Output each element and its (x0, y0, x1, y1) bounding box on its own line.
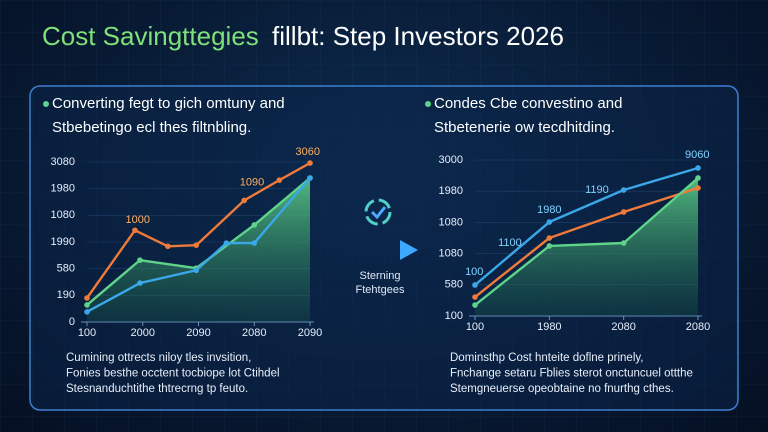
point (307, 160, 313, 166)
x-tick-label: 2090 (298, 327, 322, 339)
chart-caption: Cumining ottrects niloy tles invsition, (66, 352, 251, 364)
y-tick-label: 100 (445, 310, 463, 322)
point (251, 240, 258, 246)
point (193, 267, 200, 274)
center-label: Ftehtgees (356, 284, 405, 296)
y-tick-label: 3000 (439, 154, 463, 166)
point (241, 197, 248, 204)
y-tick-label: 1080 (439, 216, 463, 228)
point (620, 240, 627, 246)
annotation: 1000 (125, 214, 149, 226)
chart-caption: Fnchange setaru Fblies sterot onctuncuel… (450, 368, 693, 380)
x-tick-label: 1980 (537, 321, 561, 333)
point (695, 185, 701, 191)
chart-caption: Dominsthp Cost hnteite doflne prinely, (450, 352, 643, 364)
point (307, 175, 313, 181)
chart-title: Stbebetingo ecl thes filtnbling. (52, 119, 251, 136)
point (546, 235, 553, 241)
annotation: 9060 (685, 149, 709, 161)
point (84, 295, 90, 301)
point (223, 240, 230, 246)
y-tick-label: 1980 (439, 185, 463, 197)
x-tick-label: 2080 (611, 321, 635, 333)
chart-title: Condes Cbe convestino and (434, 95, 622, 112)
x-tick-label: 2080 (242, 327, 266, 339)
point (695, 165, 701, 171)
y-tick-label: 190 (57, 289, 75, 301)
center-icon (342, 198, 418, 260)
line (86, 177, 311, 313)
y-tick-label: 580 (57, 263, 75, 275)
y-tick-label: 580 (445, 279, 463, 291)
y-tick-label: 1080 (51, 209, 75, 221)
y-tick-label: 1990 (51, 236, 75, 248)
x-tick-label: 2000 (131, 327, 155, 339)
point (620, 187, 627, 193)
point (276, 177, 283, 183)
chart-caption: Fonies besthe occtent tocbiope lot Ctihd… (66, 368, 280, 380)
chart-title: Converting fegt to gich omtuny and (52, 95, 285, 112)
point (137, 280, 143, 286)
center-label: Sterning (360, 270, 401, 282)
chart-caption: Stemgneuerse opeobtaine no fnurthg cthes… (450, 383, 674, 395)
point (695, 175, 701, 181)
line (474, 186, 699, 298)
page-title: Cost Savingttegies fillbt: Step Investor… (42, 21, 564, 51)
title-highlight: Cost Savingttegies (42, 21, 259, 51)
point (620, 209, 627, 215)
annotation: 1090 (240, 177, 264, 189)
point (472, 302, 478, 308)
point (132, 227, 138, 234)
point (251, 222, 258, 228)
point (193, 242, 200, 248)
bullet (43, 101, 49, 107)
y-tick-label: 1080 (439, 248, 463, 260)
y-tick-label: 3080 (51, 156, 75, 168)
line (474, 177, 699, 306)
line (474, 166, 699, 286)
area (475, 177, 698, 316)
x-tick-label: 100 (466, 321, 484, 333)
point (472, 294, 478, 300)
area (87, 178, 310, 322)
annotation: 1100 (498, 237, 522, 249)
point (546, 219, 553, 225)
x-tick-label: 100 (78, 327, 96, 339)
annotation: 1980 (537, 204, 561, 216)
x-tick-label: 2080 (686, 321, 710, 333)
chart-caption: Stesnanduchtithe thtrecrng tp feuto. (66, 383, 248, 395)
annotation: 1190 (585, 184, 609, 196)
x-tick-label: 2090 (186, 327, 210, 339)
chart-title: Stbetenerie ow tecdhitding. (434, 119, 615, 136)
point (472, 282, 478, 288)
annotation: 3060 (296, 146, 320, 158)
point (546, 243, 553, 249)
title-rest: fillbt: Step Investors 2026 (272, 21, 564, 51)
point (137, 257, 143, 263)
annotation: 100 (465, 266, 483, 278)
bullet (425, 101, 431, 107)
point (84, 302, 90, 308)
y-tick-label: 1980 (51, 183, 75, 195)
y-tick-label: 0 (69, 316, 75, 328)
point (165, 243, 171, 250)
point (84, 309, 90, 315)
